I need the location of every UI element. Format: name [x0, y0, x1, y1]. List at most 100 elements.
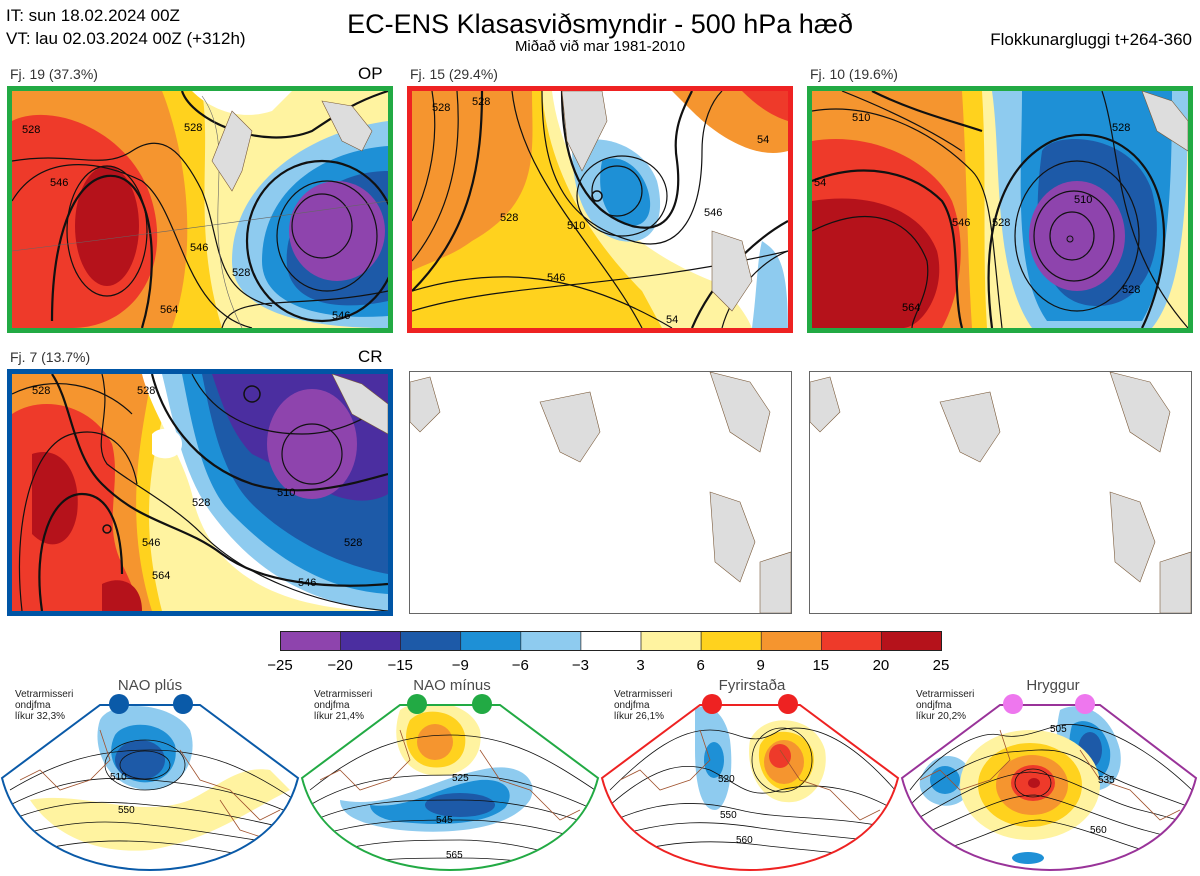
cluster-4-contour-label: 528 — [192, 497, 210, 509]
regime-3-contour-label: 560 — [736, 835, 753, 846]
colorbar-tick-label: −9 — [451, 657, 469, 674]
regime-1-title: NAO plús — [117, 677, 183, 694]
cluster-3-contour-label: 528 — [1112, 122, 1130, 134]
cluster-1-tag: OP — [358, 64, 383, 83]
regime-3-map: 520 550 560 — [600, 690, 902, 872]
regime-1-contour-label: 510 — [110, 772, 127, 783]
regime-3-marker-left — [702, 694, 722, 714]
regime-4-info: Vetrarmisseri ondjfma líkur 20,2% — [916, 689, 975, 722]
regime-3-contour-label: 520 — [718, 774, 735, 785]
regime-3-contour-label: 550 — [720, 810, 737, 821]
regime-2-info: Vetrarmisseri ondjfma líkur 21,4% — [314, 689, 373, 722]
initial-time: IT: sun 18.02.2024 00Z — [6, 6, 180, 25]
cluster-2-contour-label: 528 — [500, 212, 518, 224]
cluster-2-contour-label: 546 — [547, 272, 565, 284]
cluster-1-contour-label: 528 — [22, 124, 40, 136]
colorbar-swatch — [821, 631, 882, 651]
regime-1-map: 510 550 — [0, 690, 302, 872]
cluster-3-contour-label: 510 — [852, 112, 870, 124]
colorbar-tick-label: 15 — [812, 657, 830, 674]
regime-2-contour-label: 565 — [446, 850, 463, 861]
cluster-3-contour-label: 54 — [814, 177, 826, 189]
regime-1-marker-right — [173, 694, 193, 714]
empty-map-2 — [809, 371, 1192, 614]
colorbar-swatch — [280, 631, 341, 651]
cluster-4-contour-label: 510 — [277, 487, 295, 499]
colorbar-swatch — [340, 631, 401, 651]
cluster-4-contour-label: 528 — [137, 385, 155, 397]
regime-2-marker-left — [407, 694, 427, 714]
header-times: IT: sun 18.02.2024 00Z VT: lau 02.03.202… — [6, 4, 246, 50]
cluster-2-contour-label: 528 — [432, 102, 450, 114]
colorbar-swatch — [700, 631, 762, 651]
classification-window: Flokkunargluggi t+264-360 — [990, 30, 1192, 49]
cluster-2-map: 528 528 510 528 546 546 54 54 — [407, 86, 793, 333]
colorbar-swatch — [460, 631, 522, 651]
colorbar-tick-label: −3 — [571, 657, 589, 674]
colorbar-swatch — [580, 631, 642, 651]
cluster-4-contour-label: 546 — [142, 537, 160, 549]
regime-2-marker-right — [472, 694, 492, 714]
regime-1-contour-label: 550 — [118, 805, 135, 816]
cluster-2-contour-label: 54 — [757, 134, 769, 146]
cluster-4-contour-label: 546 — [298, 577, 316, 589]
regime-1-marker-left — [109, 694, 129, 714]
regime-4-marker-left — [1003, 694, 1023, 714]
regime-2-contour-label: 525 — [452, 773, 469, 784]
regime-4-contour-label: 560 — [1090, 825, 1107, 836]
cluster-4-contour-label: 528 — [344, 537, 362, 549]
page-title: EC-ENS Klasasviðsmyndir - 500 hPa hæð — [347, 9, 853, 39]
colorbar-tick-label: 20 — [872, 657, 890, 674]
cluster-3-contour-label: 528 — [1122, 284, 1140, 296]
cluster-4-tag: CR — [358, 347, 383, 366]
regime-4-title: Hryggur — [1026, 677, 1080, 694]
cluster-2-label: Fj. 15 (29.4%) — [410, 66, 498, 82]
cluster-3-contour-label: 510 — [1074, 194, 1092, 206]
colorbar-tick-label: −15 — [387, 657, 413, 674]
colorbar-tick-label: −20 — [327, 657, 353, 674]
colorbar-swatch — [520, 631, 582, 651]
regime-3-title: Fyrirstaða — [718, 677, 786, 694]
regime-3-info: Vetrarmisseri ondjfma líkur 26,1% — [614, 689, 673, 722]
colorbar-swatch — [760, 631, 822, 651]
cluster-2-contour-label: 528 — [472, 96, 490, 108]
colorbar — [280, 631, 944, 657]
regime-2-contour-label: 545 — [436, 815, 453, 826]
colorbar-tick-label: −6 — [511, 657, 529, 674]
colorbar-tick-label: 3 — [636, 657, 645, 674]
colorbar-swatch — [400, 631, 462, 651]
cluster-1-contour-label: 546 — [332, 310, 350, 322]
colorbar-tick-label: 6 — [696, 657, 705, 674]
cluster-3-map: 54 510 528 546 564 528 510 528 — [807, 86, 1193, 333]
regime-4-contour-label: 505 — [1050, 724, 1067, 735]
regime-4-contour-label: 535 — [1098, 775, 1115, 786]
cluster-3-contour-label: 546 — [952, 217, 970, 229]
cluster-3-contour-label: 564 — [902, 302, 920, 314]
regime-2-title: NAO mínus — [413, 677, 491, 694]
cluster-3-contour-label: 528 — [992, 217, 1010, 229]
colorbar-tick-label: 25 — [932, 657, 950, 674]
cluster-1-label: Fj. 19 (37.3%) — [10, 66, 98, 82]
cluster-1-contour-label: 546 — [50, 177, 68, 189]
regime-1-info: Vetrarmisseri ondjfma líkur 32,3% — [15, 689, 74, 722]
cluster-4-contour-label: 564 — [152, 570, 170, 582]
regime-4-map: 505 535 560 — [900, 690, 1200, 872]
colorbar-swatch — [640, 631, 702, 651]
cluster-1-contour-label: 528 — [184, 122, 202, 134]
cluster-1-map: 528 528 546 546 528 546 564 — [7, 86, 393, 333]
cluster-4-label: Fj. 7 (13.7%) — [10, 349, 91, 365]
regime-4-marker-right — [1075, 694, 1095, 714]
valid-time: VT: lau 02.03.2024 00Z (+312h) — [6, 29, 246, 48]
cluster-2-contour-label: 510 — [567, 220, 585, 232]
cluster-4-map: 528 528 510 528 546 564 546 528 — [7, 369, 393, 616]
colorbar-tick-label: 9 — [756, 657, 765, 674]
cluster-4-contour-label: 528 — [32, 385, 50, 397]
cluster-1-contour-label: 528 — [232, 267, 250, 279]
colorbar-tick-label: −25 — [267, 657, 293, 674]
empty-map-1 — [409, 371, 792, 614]
regime-2-map: 525 545 565 — [300, 690, 602, 872]
page-subtitle: Miðað við mar 1981-2010 — [514, 38, 686, 55]
colorbar-swatch — [881, 631, 942, 651]
cluster-1-contour-label: 546 — [190, 242, 208, 254]
cluster-2-contour-label: 54 — [666, 314, 678, 326]
